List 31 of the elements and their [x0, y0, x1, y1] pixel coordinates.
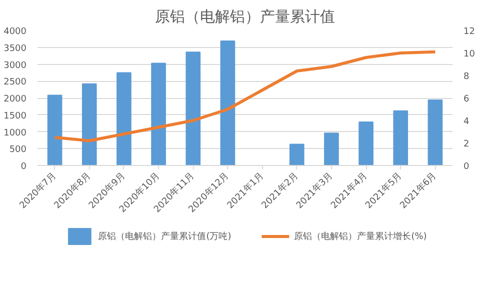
- y-tick-label: 0: [20, 162, 27, 172]
- y2-tick-label: 10: [464, 50, 476, 60]
- bar: [220, 40, 236, 166]
- y-tick-label: 4000: [4, 27, 27, 37]
- bar: [151, 62, 166, 166]
- y2-tick-label: 4: [464, 117, 470, 127]
- y2-tick-label: 2: [464, 140, 470, 150]
- bar: [393, 110, 408, 166]
- bar: [289, 144, 304, 166]
- y2-tick-label: 0: [464, 162, 470, 172]
- chart-title: 原铝（电解铝）产量累计值: [155, 8, 335, 26]
- y-tick-label: 1000: [4, 128, 27, 138]
- y2-tick-label: 6: [464, 94, 470, 104]
- y-tick-label: 3500: [4, 44, 27, 54]
- bar: [47, 94, 62, 166]
- line-series: [53, 50, 437, 142]
- legend-label: 原铝（电解铝）产量累计增长(%): [294, 230, 427, 242]
- y-tick-label: 2000: [4, 94, 27, 104]
- bar: [116, 72, 132, 166]
- bar: [186, 52, 201, 166]
- y-tick-label: 2500: [4, 78, 27, 88]
- bar: [82, 83, 97, 166]
- y2-tick-label: 8: [464, 72, 470, 82]
- bar: [324, 132, 339, 166]
- y-tick-label: 3000: [4, 60, 27, 71]
- y2-tick-label: 12: [464, 27, 475, 37]
- y-tick-label: 500: [9, 145, 27, 156]
- bar: [428, 100, 443, 166]
- y-tick-label: 1500: [4, 111, 27, 122]
- legend-label: 原铝（电解铝）产量累计值(万吨): [98, 230, 232, 242]
- bar: [358, 121, 374, 166]
